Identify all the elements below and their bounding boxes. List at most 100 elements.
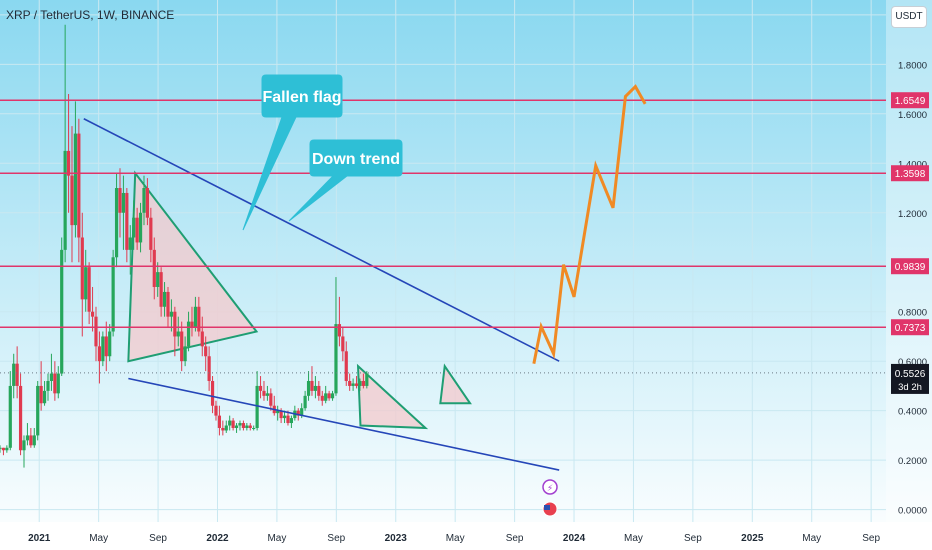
triangle-pattern-1 — [127, 170, 259, 363]
candle-body — [180, 331, 184, 362]
time-axis-tick-label: 2023 — [385, 533, 408, 544]
price-axis-tick-label: 0.8000 — [898, 308, 927, 319]
time-axis-tick-label: Sep — [506, 533, 524, 544]
candle-body — [101, 336, 105, 362]
candle-body — [310, 380, 314, 391]
candle-body — [303, 395, 307, 409]
candle-body — [60, 249, 64, 374]
callout-down-trend-label: Down trend — [312, 151, 400, 168]
lightning-icon[interactable] — [542, 479, 558, 495]
candle-body — [36, 385, 40, 436]
candle-body — [32, 435, 36, 446]
candle-body — [66, 150, 71, 176]
candle-body — [149, 217, 153, 250]
price-level-tag-label: 0.9839 — [895, 262, 926, 273]
callout-fallen-flag-bubble — [242, 74, 343, 231]
candle-body — [186, 321, 191, 347]
candle-body — [128, 237, 132, 250]
candle-body — [49, 373, 54, 381]
price-axis-tick-label: 1.8000 — [898, 60, 927, 71]
candle-body — [90, 311, 95, 317]
time-axis-tick-label: 2025 — [741, 533, 764, 544]
candle-body — [169, 311, 174, 317]
candle-body — [296, 410, 300, 416]
candle-body — [286, 415, 290, 424]
price-axis-tick-label: 0.6000 — [898, 357, 927, 368]
time-axis-tick-label: Sep — [327, 533, 345, 544]
candle-body — [221, 427, 225, 431]
candle-body — [29, 435, 33, 446]
candle-body — [190, 321, 194, 327]
projection-path — [532, 84, 647, 364]
candle-body — [279, 410, 283, 419]
candle-body — [18, 385, 23, 451]
candle-body — [70, 175, 74, 226]
candle-body — [84, 267, 88, 300]
candle-body — [15, 363, 19, 386]
price-level-tag — [891, 319, 929, 336]
time-axis-tick-label: Sep — [862, 533, 880, 544]
price-level-tag — [891, 165, 929, 182]
candle-body — [238, 423, 242, 426]
candle-body — [351, 383, 355, 386]
lightning-icon-glyph: ⚡ — [547, 484, 553, 494]
candle-body — [252, 427, 256, 429]
candle-body — [330, 393, 335, 399]
currency-selector[interactable]: USDT — [891, 6, 927, 28]
time-axis-tick-label: May — [446, 533, 465, 544]
symbol-title: XRP / TetherUS, 1W, BINANCE — [6, 8, 175, 22]
candle-body — [39, 385, 43, 404]
candle-body — [320, 395, 324, 401]
candle-body — [354, 383, 359, 386]
candle-body — [42, 390, 47, 404]
time-axis[interactable] — [0, 522, 932, 550]
time-axis-tick-label: 2022 — [206, 533, 229, 544]
trend-line-upper — [83, 118, 560, 362]
candle-body — [80, 237, 84, 300]
price-axis-tick-label: 1.6000 — [898, 110, 927, 121]
candle-body — [228, 420, 232, 426]
candle-body — [125, 192, 129, 250]
candle-body — [361, 380, 365, 386]
candle-body — [365, 373, 369, 386]
candle-body — [142, 188, 146, 213]
candle-body — [313, 385, 318, 391]
candle-body — [1, 447, 6, 451]
candle-body — [341, 336, 345, 352]
candle-body — [348, 380, 352, 386]
candle-body — [152, 249, 156, 287]
candle-body — [193, 306, 198, 327]
candle-body — [217, 415, 222, 428]
candle-body — [159, 272, 163, 307]
time-axis-tick-label: May — [89, 533, 108, 544]
candle-body — [121, 192, 126, 213]
candle-body — [204, 346, 208, 357]
candle-body — [224, 425, 228, 431]
candle-body — [358, 380, 362, 386]
candle-body — [231, 420, 235, 428]
candle-body — [234, 425, 239, 428]
candle-body — [156, 272, 160, 287]
price-level-tag — [891, 92, 929, 109]
countdown-label: 3d 2h — [898, 382, 922, 393]
candle-body — [5, 447, 9, 451]
candle-body — [77, 133, 81, 238]
candle-body — [300, 408, 304, 416]
price-axis-tick-label: 0.4000 — [898, 407, 927, 418]
candle-body — [22, 440, 26, 451]
candle-body — [289, 418, 294, 424]
price-level-tag-label: 1.6549 — [895, 96, 926, 107]
candle-body — [183, 346, 187, 362]
candle-body — [324, 393, 328, 401]
price-axis[interactable] — [886, 0, 932, 550]
candle-body — [104, 336, 108, 357]
candle-body — [63, 150, 67, 250]
price-axis-tick-label: 1.2000 — [898, 209, 927, 220]
candle-body — [200, 331, 204, 347]
time-axis-tick-label: 2021 — [28, 533, 51, 544]
triangle-pattern-3 — [439, 363, 472, 405]
candle-body — [258, 385, 263, 391]
candle-body — [0, 447, 2, 449]
